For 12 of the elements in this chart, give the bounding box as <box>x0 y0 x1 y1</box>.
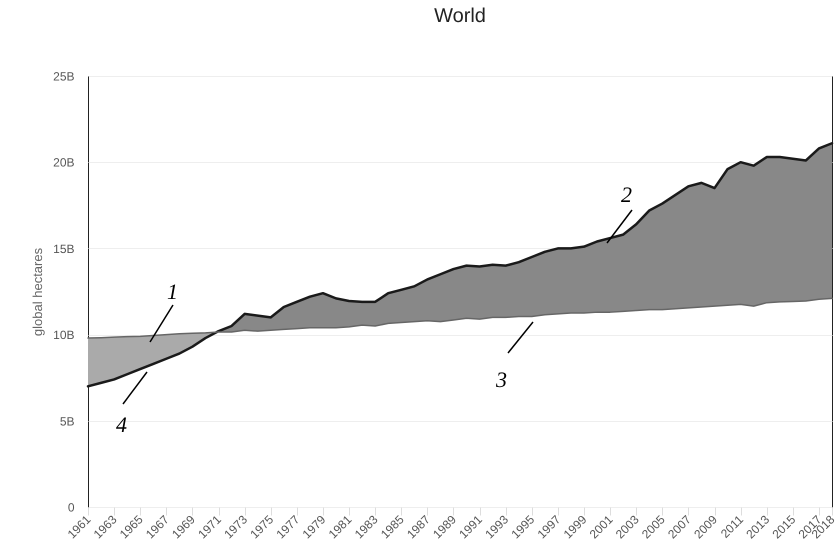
annotation: 3 <box>496 367 507 392</box>
y-tick-label: 15B <box>53 242 74 256</box>
y-tick-label: 10B <box>53 328 74 342</box>
annotation: 2 <box>621 182 632 207</box>
annotation: 1 <box>167 279 178 304</box>
y-tick-label: 5B <box>60 414 74 428</box>
y-tick-label: 20B <box>53 156 74 170</box>
y-axis-title: global hectares <box>30 247 46 336</box>
y-tick-label: 25B <box>53 70 74 84</box>
annotation: 4 <box>116 412 127 437</box>
chart-title: World <box>434 5 486 27</box>
y-tick-label: 0 <box>68 500 75 514</box>
